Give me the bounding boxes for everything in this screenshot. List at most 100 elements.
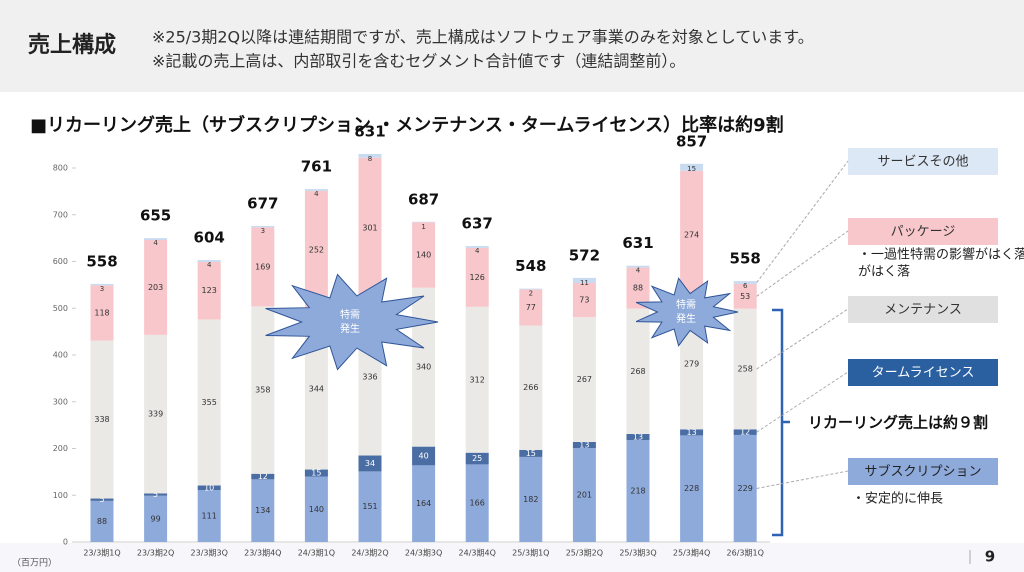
total-label: 655 (140, 207, 171, 225)
data-label: 274 (684, 230, 699, 239)
data-label: 15 (687, 165, 696, 173)
legend-box (848, 296, 998, 323)
data-label: 3 (261, 227, 265, 235)
bar-segment (572, 441, 596, 449)
data-label: 358 (255, 386, 270, 395)
data-label: 2 (529, 290, 533, 298)
bar-segment (358, 153, 382, 158)
data-label: 344 (309, 385, 324, 394)
bar-segment (733, 283, 757, 309)
unit-label: （百万円） (12, 558, 57, 569)
connector (756, 371, 849, 433)
note: ※記載の売上高は、内部取引を含むセグメント合計値です（連結調整前）。 (152, 52, 685, 71)
y-tick-label: 600 (53, 257, 68, 266)
bar-segment (572, 317, 596, 442)
data-label: 34 (365, 459, 375, 468)
bar-segment (465, 246, 489, 248)
data-label: 40 (419, 451, 429, 460)
x-tick-label: 23/3期3Q (191, 549, 228, 558)
bar-segment (251, 479, 275, 542)
bar-segment (144, 493, 168, 496)
bar-segment (90, 340, 114, 499)
x-tick-label: 23/3期4Q (244, 549, 281, 558)
y-tick-label: 800 (53, 164, 68, 173)
bar-segment (626, 267, 650, 309)
y-tick-label: 700 (53, 210, 68, 219)
data-label: 4 (314, 190, 319, 198)
y-tick-label: 500 (53, 304, 68, 313)
bar-segment (519, 288, 543, 290)
data-label: 1 (421, 223, 425, 231)
footer-band (0, 543, 1024, 572)
bar-segment (144, 495, 168, 542)
data-label: 252 (309, 245, 324, 254)
page-number: 9 (985, 548, 995, 566)
bar-segment (251, 306, 275, 474)
bar-segment (358, 455, 382, 472)
data-label: 5 (153, 490, 158, 499)
bar-segment (519, 449, 543, 457)
data-label: 88 (633, 284, 643, 293)
bar-segment (358, 157, 382, 299)
y-tick-label: 400 (53, 351, 68, 360)
data-label: 301 (362, 224, 377, 233)
x-tick-label: 24/3期1Q (298, 549, 335, 558)
x-tick-label: 24/3期2Q (351, 549, 388, 558)
data-label: 218 (630, 487, 645, 496)
bar-segment (304, 469, 328, 477)
bar-segment (90, 285, 114, 341)
data-label: 13 (633, 433, 643, 442)
bar-segment (358, 471, 382, 542)
bar-segment (733, 434, 757, 542)
x-tick-label: 24/3期4Q (459, 549, 496, 558)
starburst (265, 273, 439, 371)
data-label: 140 (309, 505, 324, 514)
data-label: 99 (151, 514, 161, 523)
data-label: 151 (362, 502, 377, 511)
connector (756, 160, 849, 283)
header-band (0, 0, 1024, 92)
y-tick-label: 0 (63, 538, 68, 547)
data-label: 4 (475, 247, 480, 255)
bar-segment (680, 170, 704, 299)
total-label: 637 (462, 215, 493, 233)
data-label: 5 (99, 495, 104, 504)
data-label: 11 (580, 279, 589, 287)
data-label: 4 (153, 239, 158, 247)
connector (756, 230, 849, 297)
subscription-note: ・安定的に伸長 (852, 491, 943, 507)
y-tick-label: 300 (53, 397, 68, 406)
chart-title: ■リカーリング売上（サブスクリプション ・メンテナンス・タームライセンス）比率は… (30, 114, 784, 136)
legend-box (848, 148, 998, 175)
total-label: 631 (622, 234, 653, 252)
data-label: 336 (362, 372, 377, 381)
data-label: 4 (207, 261, 212, 269)
bar-segment (197, 261, 221, 320)
bar-segment (465, 464, 489, 542)
data-label: 339 (148, 410, 163, 419)
data-label: 4 (636, 267, 641, 275)
total-label: 558 (730, 250, 761, 268)
data-label: 12 (258, 472, 268, 481)
bar-segment (733, 429, 757, 435)
starburst (635, 277, 739, 347)
total-label: 761 (301, 158, 332, 176)
data-label: 111 (202, 512, 217, 521)
bracket (772, 308, 790, 537)
data-label: 266 (523, 383, 538, 392)
data-label: 229 (738, 484, 753, 493)
bar-segment (251, 225, 275, 228)
package-note: ・一過性特需の影響がはく落 (858, 247, 1024, 263)
burst-label: 特需発生 (340, 309, 360, 335)
bar-segment (733, 281, 757, 284)
bar-segment (251, 473, 275, 480)
data-label: 77 (526, 303, 536, 312)
data-label: 140 (416, 250, 431, 259)
data-label: 164 (416, 499, 431, 508)
legend-label: サブスクリプション (864, 464, 981, 480)
data-label: 355 (202, 398, 217, 407)
data-label: 6 (743, 282, 748, 290)
bar-segment (144, 238, 168, 240)
x-tick-label: 25/3期3Q (619, 549, 656, 558)
